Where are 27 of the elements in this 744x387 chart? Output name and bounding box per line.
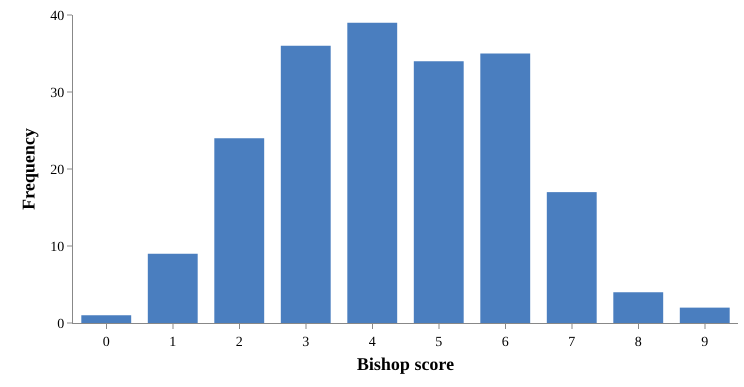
bar xyxy=(280,46,331,323)
bar xyxy=(480,54,530,323)
bar xyxy=(148,254,198,323)
y-tick-label: 30 xyxy=(50,86,64,101)
bar xyxy=(81,315,132,323)
bar xyxy=(613,292,664,323)
bar xyxy=(680,308,730,323)
x-tick-label: 5 xyxy=(435,334,442,350)
y-tick-label: 0 xyxy=(57,316,64,332)
x-tick-label: 8 xyxy=(634,334,642,350)
x-tick-label: 9 xyxy=(701,334,708,350)
x-tick-label: 4 xyxy=(368,334,376,350)
x-tick-label: 7 xyxy=(568,334,576,350)
bar xyxy=(347,22,398,323)
y-tick-label: 10 xyxy=(50,240,64,255)
x-tick-label: 1 xyxy=(169,334,176,350)
x-tick-label: 0 xyxy=(102,334,110,350)
bar xyxy=(414,61,464,323)
x-tick-label: 6 xyxy=(502,334,509,350)
y-axis-title: Frequency xyxy=(18,128,38,210)
x-tick-label: 2 xyxy=(236,334,243,350)
bar xyxy=(214,138,264,323)
bar xyxy=(546,192,597,323)
y-tick-label: 20 xyxy=(50,162,64,178)
x-axis-title: Bishop score xyxy=(356,354,454,374)
x-tick-label: 3 xyxy=(302,334,310,350)
y-tick-label: 40 xyxy=(50,8,64,24)
